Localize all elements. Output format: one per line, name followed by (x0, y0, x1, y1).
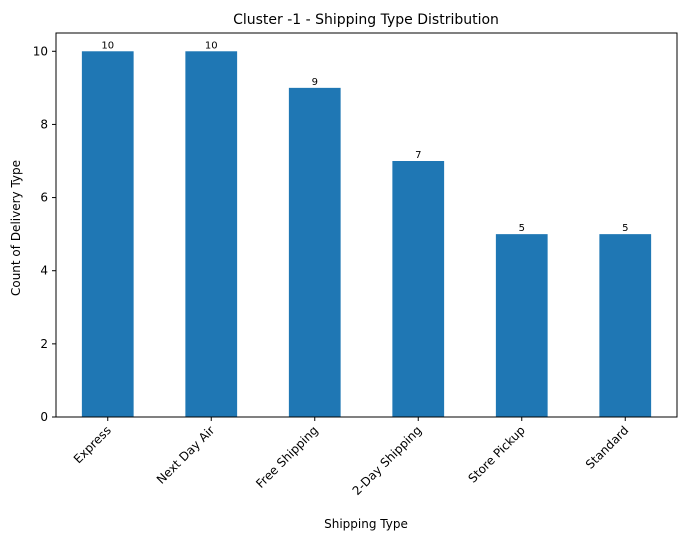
y-tick-label: 2 (40, 337, 48, 351)
bar-store-pickup (495, 234, 548, 417)
bar-free-shipping (288, 87, 341, 417)
bar-2-day-shipping (392, 161, 445, 417)
data-label: 9 (312, 77, 318, 88)
data-label: 5 (519, 223, 525, 234)
x-tick-label: Store Pickup (465, 423, 527, 485)
y-tick-label: 4 (40, 264, 48, 278)
x-tick-label: Express (71, 423, 114, 466)
bars-layer: 10 10 9 7 5 5 (81, 40, 652, 418)
bar-standard (599, 234, 652, 417)
plot-frame (55, 32, 678, 418)
bar-next-day-air (185, 51, 238, 418)
y-tick-label: 0 (40, 410, 48, 424)
x-tick-label: Standard (583, 423, 632, 472)
bar-express (81, 51, 134, 418)
data-label: 10 (101, 40, 114, 51)
x-tick-label: Free Shipping (253, 423, 321, 491)
y-axis-label: Count of Delivery Type (9, 160, 23, 296)
y-tick-label: 6 (40, 191, 48, 205)
data-label: 5 (622, 223, 628, 234)
x-tick-label: Next Day Air (154, 423, 218, 487)
data-label: 7 (415, 150, 421, 161)
x-tick-label: 2-Day Shipping (350, 423, 425, 498)
x-axis-label: Shipping Type (324, 517, 408, 531)
data-label: 10 (205, 40, 218, 51)
y-tick-label: 10 (33, 44, 48, 58)
chart-title: Cluster -1 - Shipping Type Distribution (233, 12, 499, 28)
y-tick-label: 8 (40, 117, 48, 131)
